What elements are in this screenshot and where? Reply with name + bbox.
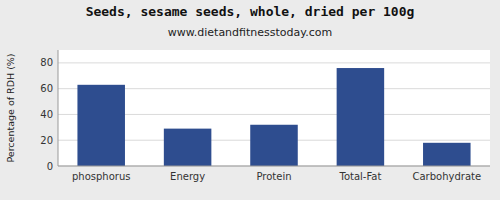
background	[0, 0, 500, 200]
grid	[58, 63, 490, 166]
y-axis-line	[58, 50, 59, 166]
x-tick-label: Carbohydrate	[412, 171, 481, 182]
x-tick-label: Energy	[170, 171, 205, 182]
grid-line	[58, 166, 490, 167]
bar	[423, 143, 471, 166]
y-tick-label: 60	[40, 83, 53, 94]
bar	[77, 85, 125, 166]
grid-line	[58, 62, 490, 63]
y-tick-label: 40	[40, 109, 53, 120]
bar	[250, 125, 298, 166]
title: Seeds, sesame seeds, whole, dried per 10…	[86, 4, 415, 19]
bar	[164, 129, 212, 166]
x-axis-line	[58, 166, 490, 167]
y-axis-label: Percentage of RDH (%)	[5, 53, 16, 162]
x-tick-label: Protein	[256, 171, 291, 182]
bar	[337, 68, 385, 166]
x-tick-label: Total-Fat	[338, 171, 381, 182]
x-tick-label: phosphorus	[72, 171, 130, 182]
subtitle: www.dietandfitnesstoday.com	[168, 26, 332, 39]
y-tick-label: 0	[47, 161, 53, 172]
plot-area	[58, 50, 490, 166]
y-tick-label: 80	[40, 57, 53, 68]
y-tick-label: 20	[40, 135, 53, 146]
bars	[77, 68, 470, 166]
